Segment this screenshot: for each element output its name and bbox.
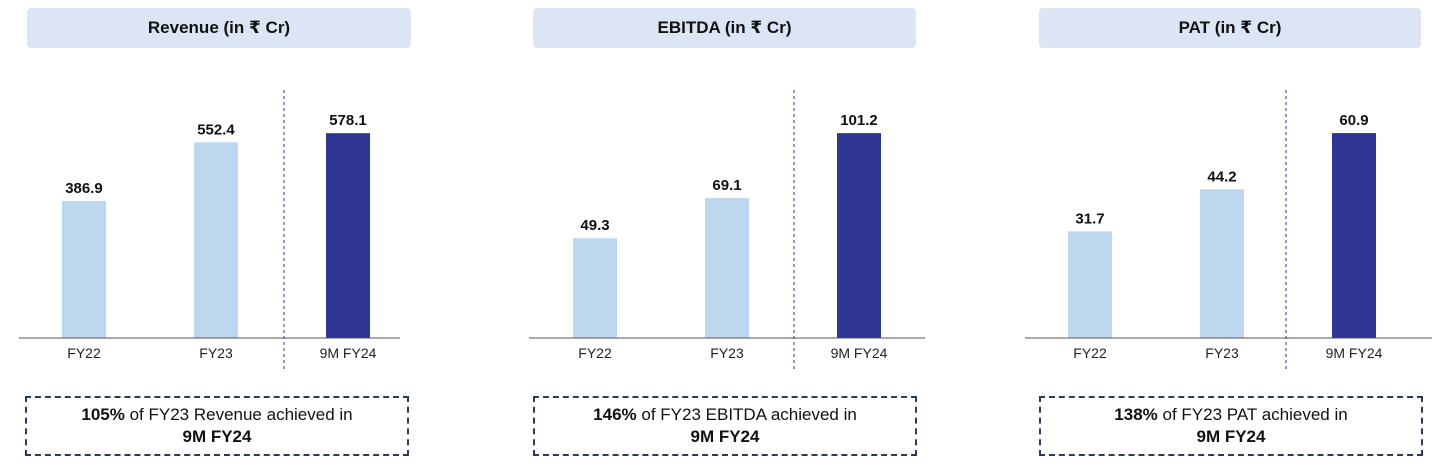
revenue-category-label-1: FY23: [199, 345, 233, 361]
pat-note-text: of FY23 PAT achieved in: [1157, 405, 1348, 424]
revenue-bar-0: [62, 200, 106, 338]
ebitda-bar-2: [837, 133, 881, 338]
ebitda-note: 146% of FY23 EBITDA achieved in 9M FY24: [533, 396, 917, 456]
ebitda-category-label-2: 9M FY24: [831, 345, 888, 361]
ebitda-bar-1: [705, 198, 749, 338]
revenue-value-label-1: 552.4: [197, 121, 235, 138]
revenue-note-highlight: 105%: [81, 405, 125, 424]
revenue-category-label-0: FY22: [67, 345, 101, 361]
ebitda-panel: EBITDA (in ₹ Cr) 49.3 FY22 69.1 FY23 101.2 9M…: [529, 0, 925, 467]
pat-bar-1: [1200, 189, 1244, 338]
pat-category-label-1: FY23: [1205, 345, 1239, 361]
revenue-chart: 386.9 FY22 552.4 FY23 578.1 9M FY24: [19, 90, 400, 372]
pat-title: PAT (in ₹ Cr): [1039, 8, 1421, 48]
ebitda-bar-0: [573, 238, 617, 338]
pat-chart: 31.7 FY22 44.2 FY23 60.9 9M FY24: [1025, 90, 1432, 372]
pat-value-label-0: 31.7: [1075, 210, 1104, 227]
ebitda-category-label-1: FY23: [710, 345, 744, 361]
pat-note-period: 9M FY24: [1196, 427, 1266, 446]
revenue-bar-1: [194, 142, 238, 338]
revenue-panel: Revenue (in ₹ Cr) 386.9 FY22 552.4 FY23 578.…: [19, 0, 411, 467]
pat-value-label-2: 60.9: [1339, 112, 1368, 129]
ebitda-category-label-0: FY22: [578, 345, 612, 361]
revenue-note-period: 9M FY24: [182, 427, 252, 446]
pat-bar-2: [1332, 133, 1376, 338]
ebitda-title: EBITDA (in ₹ Cr): [533, 8, 916, 48]
revenue-bar-2: [326, 133, 370, 338]
pat-value-label-1: 44.2: [1207, 168, 1236, 185]
ebitda-note-period: 9M FY24: [690, 427, 760, 446]
ebitda-chart: 49.3 FY22 69.1 FY23 101.2 9M FY24: [529, 90, 925, 372]
revenue-title: Revenue (in ₹ Cr): [27, 8, 411, 48]
ebitda-value-label-1: 69.1: [712, 177, 741, 194]
revenue-note-text: of FY23 Revenue achieved in: [124, 405, 353, 424]
ebitda-note-highlight: 146%: [593, 405, 637, 424]
pat-panel: PAT (in ₹ Cr) 31.7 FY22 44.2 FY23 60.9 9M FY2…: [1025, 0, 1432, 467]
ebitda-value-label-2: 101.2: [840, 112, 878, 129]
pat-category-label-0: FY22: [1073, 345, 1107, 361]
revenue-value-label-0: 386.9: [65, 180, 103, 197]
pat-note: 138% of FY23 PAT achieved in 9M FY24: [1039, 396, 1423, 456]
revenue-note: 105% of FY23 Revenue achieved in 9M FY24: [25, 396, 409, 456]
ebitda-note-text: of FY23 EBITDA achieved in: [636, 405, 857, 424]
revenue-value-label-2: 578.1: [329, 112, 367, 129]
pat-category-label-2: 9M FY24: [1326, 345, 1383, 361]
revenue-category-label-2: 9M FY24: [320, 345, 377, 361]
ebitda-value-label-0: 49.3: [580, 217, 609, 234]
pat-bar-0: [1068, 231, 1112, 338]
pat-note-highlight: 138%: [1114, 405, 1158, 424]
